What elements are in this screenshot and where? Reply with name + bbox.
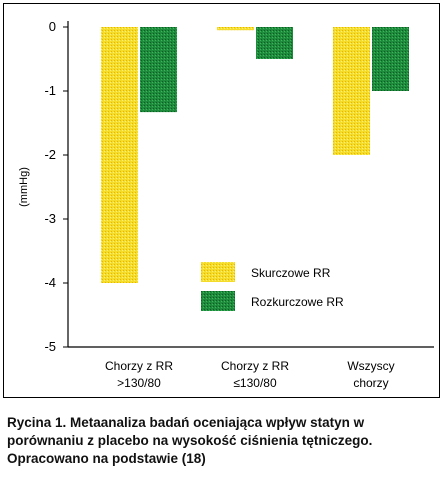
y-tick-label: -5 [44, 339, 56, 354]
bar [372, 27, 409, 91]
caption-line-3: Opracowano na podstawie (18) [7, 451, 206, 466]
bar [101, 27, 138, 283]
figure-frame [3, 3, 440, 398]
caption-line-1: Rycina 1. Metaanaliza badań oceniająca w… [7, 415, 365, 430]
x-tick-label: Chorzy z RR [221, 359, 289, 373]
bar [217, 27, 254, 31]
bar [333, 27, 370, 155]
y-tick-label: -1 [44, 83, 56, 98]
x-tick-label: ≤130/80 [233, 376, 277, 390]
y-axis-title: (mmHg) [18, 167, 30, 207]
legend-label: Rozkurczowe RR [251, 295, 344, 309]
y-tick-label: -4 [44, 275, 56, 290]
bar [140, 27, 177, 113]
caption-line-2: porównaniu z placebo na wysokość ciśnien… [7, 433, 373, 448]
legend-swatch [201, 262, 235, 282]
figure-caption: Rycina 1. Metaanaliza badań oceniająca w… [7, 414, 437, 468]
bar [256, 27, 293, 59]
y-tick-label: -2 [44, 147, 56, 162]
legend-swatch [201, 291, 235, 311]
x-tick-label: chorzy [353, 376, 388, 390]
y-tick-label: 0 [49, 19, 56, 34]
x-tick-label: >130/80 [117, 376, 161, 390]
legend-label: Skurczowe RR [251, 266, 331, 280]
x-tick-label: Chorzy z RR [105, 359, 173, 373]
x-tick-label: Wszyscy [347, 359, 394, 373]
y-tick-label: -3 [44, 211, 56, 226]
bar-chart: 0 -1 -2 -3 -4 -5 (mmHg) Chorzy z RR >130/80 Chorz… [18, 19, 434, 390]
